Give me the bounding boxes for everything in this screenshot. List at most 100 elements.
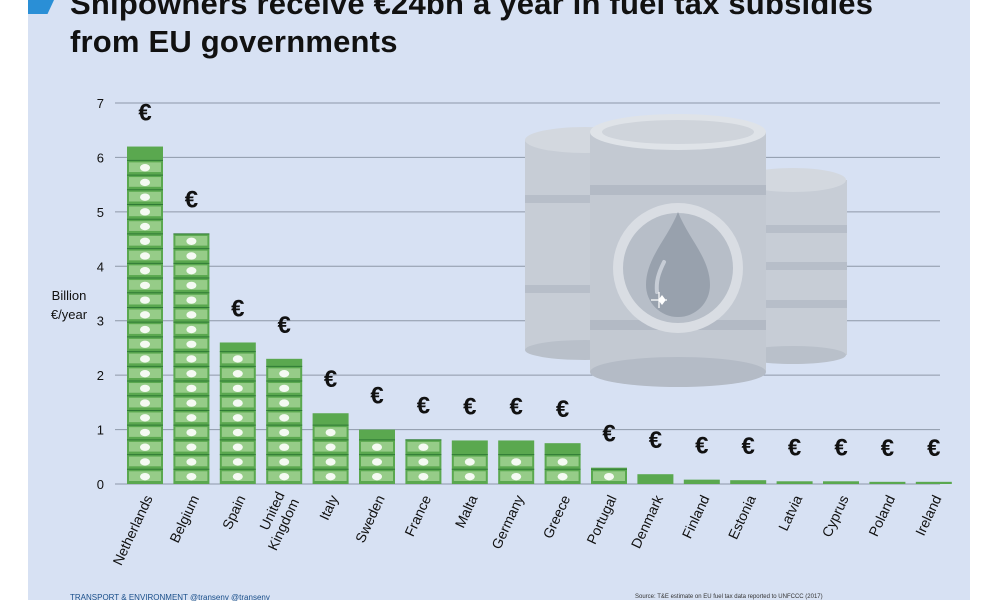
banknote-seal [186, 237, 197, 245]
bar: € [219, 295, 256, 484]
banknote-seal [140, 311, 150, 319]
chart-title-line-1: Shipowners receive €24bn a year in fuel … [70, 0, 874, 21]
footer-branding: TRANSPORT & ENVIRONMENT @transenv @trans… [70, 593, 270, 602]
banknote-stack-icon [637, 474, 674, 484]
banknote-seal [140, 384, 150, 393]
banknote-seal [325, 458, 336, 466]
banknote-seal [232, 428, 243, 437]
x-tick-label: Germany [488, 493, 527, 552]
banknote-seal [140, 296, 150, 304]
banknote-seal [140, 325, 150, 334]
banknote-seal [140, 399, 150, 407]
x-tick-label: Denmark [628, 492, 667, 551]
banknote-seal [140, 340, 150, 348]
banknote-seal [279, 472, 290, 481]
bar: € [405, 392, 442, 484]
bar: € [869, 435, 906, 484]
y-tick-label: 1 [97, 423, 104, 438]
banknote-seal [186, 428, 197, 437]
banknote-seal [279, 428, 290, 437]
banknote-seal [279, 384, 290, 393]
y-tick-label: 3 [97, 314, 104, 329]
x-tick-label: Portugal [583, 493, 620, 547]
banknote-seal [140, 458, 150, 466]
banknote-seal [232, 399, 243, 407]
bar: € [544, 396, 581, 484]
euro-icon: € [927, 435, 940, 462]
euro-icon: € [556, 396, 569, 423]
banknote-seal [232, 369, 243, 378]
banknote-seal [186, 252, 197, 260]
banknote-seal [140, 355, 150, 363]
y-tick-label: 4 [97, 259, 104, 274]
banknote-seal [511, 472, 522, 481]
bar: € [498, 393, 535, 484]
banknote-seal [418, 472, 429, 481]
x-tick-label: Netherlands [109, 493, 155, 568]
brand-corner-mark [28, 0, 54, 14]
banknote-seal [140, 208, 150, 216]
banknote-seal [140, 237, 150, 245]
y-axis-label-line-1: Billion [51, 288, 87, 303]
banknote-seal [140, 472, 150, 481]
euro-icon: € [649, 427, 662, 454]
x-tick-label: Spain [219, 493, 249, 532]
x-tick-label: Belgium [166, 493, 202, 546]
banknote-seal [186, 414, 197, 422]
banknote-stack-icon [823, 481, 859, 484]
euro-icon: € [742, 433, 755, 460]
bar: € [173, 187, 210, 484]
banknote-seal [604, 472, 614, 481]
banknote-seal [140, 267, 150, 275]
y-axis-label: Billion €/year [40, 286, 98, 324]
euro-icon: € [278, 312, 291, 339]
y-tick-label: 0 [97, 477, 104, 492]
euro-icon: € [463, 393, 476, 420]
banknote-seal [186, 296, 197, 304]
x-tick-label: Cyprus [818, 493, 851, 540]
y-tick-label: 7 [97, 96, 104, 111]
banknote-seal [140, 178, 150, 187]
euro-icon: € [695, 433, 708, 460]
banknote-seal [418, 443, 429, 451]
banknote-seal [279, 443, 290, 451]
x-tick-label: Ireland [912, 493, 945, 539]
bar: € [683, 433, 720, 484]
banknote-seal [232, 443, 243, 451]
banknote-seal [325, 472, 336, 481]
oil-drop-icon [613, 203, 743, 333]
x-tick-label: Italy [316, 493, 341, 523]
banknote-seal [418, 458, 429, 466]
banknote-seal [279, 399, 290, 407]
bar: € [637, 427, 674, 484]
banknote-seal [325, 443, 336, 451]
chart-title-line-2: from EU governments [70, 24, 398, 59]
bar: € [915, 435, 952, 484]
x-tick-label: UnitedKingdom [250, 489, 302, 553]
bar: € [823, 434, 859, 484]
banknote-seal [279, 369, 290, 378]
x-tick-label: France [401, 492, 434, 538]
banknote-seal [232, 414, 243, 422]
bar: € [312, 366, 349, 484]
banknote-seal [186, 384, 197, 393]
banknote-seal [186, 355, 197, 363]
banknote-seal [186, 311, 197, 319]
banknote-seal [232, 472, 243, 481]
euro-icon: € [788, 434, 801, 461]
bar: € [776, 434, 813, 484]
banknote-stack-icon [915, 481, 952, 484]
banknote-seal [140, 164, 150, 172]
banknote-seal [140, 222, 150, 231]
banknote-seal [511, 458, 522, 466]
x-tick-label: Estonia [725, 492, 759, 541]
y-axis-ticks: 0 1 2 3 4 5 6 7 [97, 96, 104, 492]
banknote-seal [279, 414, 290, 422]
footer-source: Source: T&E estimate on EU fuel tax data… [635, 594, 823, 600]
banknote-seal [232, 458, 243, 466]
euro-icon: € [510, 393, 523, 420]
euro-icon: € [138, 100, 151, 127]
bar: € [451, 393, 488, 484]
bar: € [127, 100, 163, 485]
banknote-seal [464, 458, 475, 466]
